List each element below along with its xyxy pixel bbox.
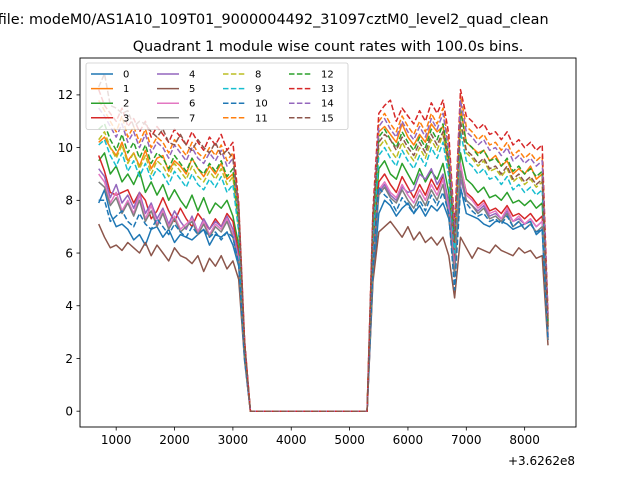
legend-label-12: 12 [321,70,334,81]
y-tick-label: 8 [65,194,73,208]
x-axis-offset-label: +3.6262e8 [508,454,575,468]
x-tick-label: 8000 [509,433,540,447]
legend-label-0: 0 [123,70,129,81]
legend-box [85,62,349,130]
legend-label-5: 5 [189,84,195,95]
y-tick-label: 12 [58,88,73,102]
figure-suptitle: n file: modeM0/AS1A10_109T01_9000004492_… [0,12,549,28]
x-tick-label: 3000 [218,433,249,447]
x-tick-label: 6000 [393,433,424,447]
series-lines [97,73,549,412]
legend-label-13: 13 [321,84,334,95]
x-tick-label: 4000 [276,433,307,447]
legend-label-3: 3 [123,113,129,124]
legend-label-9: 9 [255,84,261,95]
y-tick-label: 4 [65,299,73,313]
legend-label-4: 4 [189,70,195,81]
x-tick-label: 1000 [101,433,132,447]
y-tick-label: 2 [65,352,73,366]
series-line-10 [98,186,549,412]
series-line-0 [98,186,549,412]
series-line-9 [98,131,549,412]
x-axis: 1000 2000 3000 4000 5000 6000 7000 8000 [101,427,540,447]
legend-label-6: 6 [189,99,195,110]
legend-label-10: 10 [255,99,268,110]
x-tick-label: 7000 [451,433,482,447]
legend-label-7: 7 [189,113,195,124]
series-line-15 [98,73,549,412]
plot-area-frame [79,57,577,428]
legend-label-11: 11 [255,113,268,124]
legend-label-8: 8 [255,70,261,81]
series-line-13 [97,88,549,412]
series-line-12 [98,109,549,412]
y-tick-label: 6 [65,246,73,260]
y-axis: 0 2 4 6 8 10 12 [58,88,80,418]
series-line-2 [98,152,549,412]
x-tick-label: 2000 [159,433,190,447]
legend-label-14: 14 [321,99,334,110]
legend-label-15: 15 [321,113,334,124]
legend-label-1: 1 [123,84,129,95]
y-tick-label: 10 [58,141,73,155]
series-line-5 [98,220,549,412]
chart-title: Quadrant 1 module wise count rates with … [133,39,524,55]
legend-label-2: 2 [123,99,129,110]
x-tick-label: 5000 [334,433,365,447]
series-line-14 [98,99,549,412]
series-line-8 [98,123,549,412]
y-tick-label: 0 [65,404,73,418]
